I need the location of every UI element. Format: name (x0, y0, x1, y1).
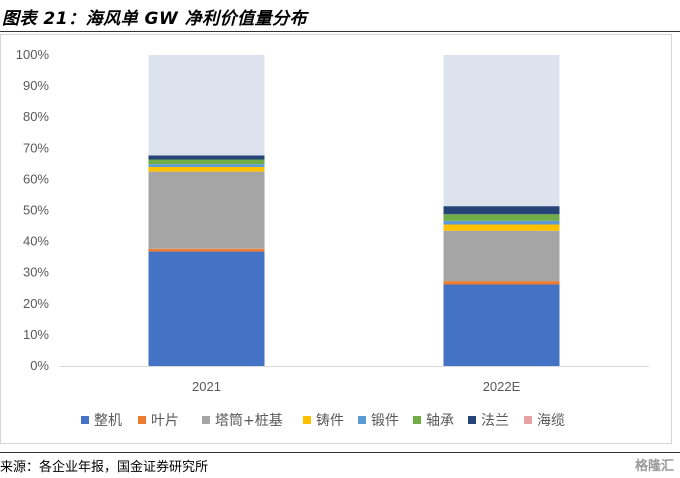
y-tick-label: 80% (23, 109, 49, 124)
bar-segment-2021-整机 (148, 251, 265, 366)
bar-segment-2021-轴承 (148, 159, 265, 165)
title-divider (0, 31, 680, 32)
bar-segment-2021-叶片 (148, 248, 265, 252)
x-tick-label: 2021 (192, 379, 221, 394)
y-tick-label: 40% (23, 234, 49, 249)
legend-label: 法兰 (481, 413, 509, 429)
bar-segment-2022e-轴承 (443, 214, 560, 221)
y-tick-label: 30% (23, 265, 49, 280)
legend-swatch (524, 416, 532, 424)
y-tick-label: 90% (23, 78, 49, 93)
y-tick-label: 60% (23, 171, 49, 186)
bar-segment-2021-法兰 (148, 155, 265, 160)
bar-segment-2021-锻件 (148, 164, 265, 167)
y-tick-label: 0% (30, 358, 49, 373)
legend-swatch (138, 416, 146, 424)
y-tick-label: 50% (23, 203, 49, 218)
legend-label: 锻件 (371, 413, 399, 429)
legend-swatch (413, 416, 421, 424)
x-tick-label: 2022E (483, 379, 521, 394)
y-tick-label: 20% (23, 296, 49, 311)
legend-label: 轴承 (426, 413, 454, 429)
bar-segment-2022e-塔筒+桩基 (443, 230, 560, 282)
legend-swatch (468, 416, 476, 424)
y-tick-label: 10% (23, 327, 49, 342)
stacked-bar-chart: 0% 10% 20% 30% 40% 50% 60% 70% 80% 90% 100% 2021 202… (16, 47, 649, 429)
y-tick-label: 100% (16, 47, 50, 62)
chart-panel: 0% 10% 20% 30% 40% 50% 60% 70% 80% 90% 100% 2021 202… (0, 34, 672, 444)
legend-label: 铸件 (316, 413, 344, 429)
bar-segment-2022e-叶片 (443, 281, 560, 285)
bar-segment-2021-海缆 (148, 55, 265, 156)
bar-segment-2021-塔筒+桩基 (148, 171, 265, 249)
legend-label: 海缆 (537, 413, 565, 429)
bar-segment-2022e-锻件 (443, 220, 560, 225)
bar-segment-2022e-海缆 (443, 55, 560, 207)
y-tick-label: 70% (23, 140, 49, 155)
legend-swatch (81, 416, 89, 424)
source-note: 来源：各企业年报，国金证券研究所 (0, 460, 209, 475)
source-divider (0, 452, 680, 453)
legend-label: 塔筒+桩基 (215, 412, 283, 429)
bar-segment-2022e-铸件 (443, 224, 560, 231)
legend-label: 整机 (94, 413, 122, 429)
bar-segment-2021-铸件 (148, 166, 265, 172)
legend-swatch (303, 416, 311, 424)
chart-title: 图表 21：海风单 GW 净利价值量分布 (2, 9, 308, 29)
watermark-logo: 格隆汇 (634, 459, 674, 474)
bar-segment-2022e-整机 (443, 284, 560, 366)
legend-swatch (202, 416, 210, 424)
legend-swatch (358, 416, 366, 424)
legend-label: 叶片 (151, 413, 179, 429)
bar-segment-2022e-法兰 (443, 206, 560, 215)
